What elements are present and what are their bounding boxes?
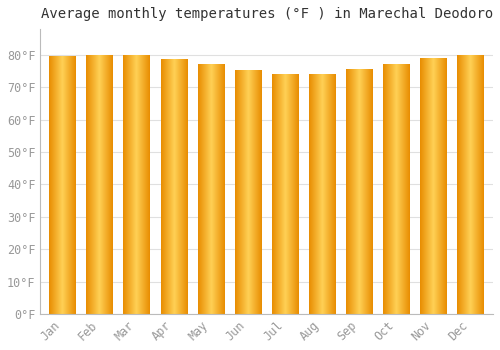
Title: Average monthly temperatures (°F ) in Marechal Deodoro: Average monthly temperatures (°F ) in Ma… [40, 7, 493, 21]
